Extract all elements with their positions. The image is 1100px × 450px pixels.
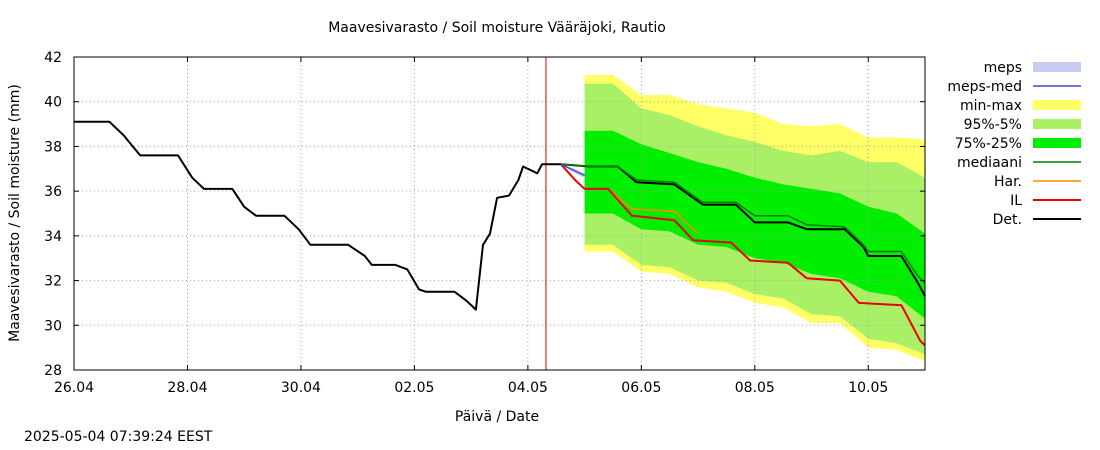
series-line-il [560, 163, 926, 347]
legend-label-95-5: 95%-5% [964, 117, 1022, 133]
legend-swatch-meps [1033, 62, 1081, 72]
series-line-mediaani [560, 163, 926, 284]
legend-label-min-max: min-max [960, 98, 1022, 114]
band-75-25 [584, 130, 925, 319]
legend-label-il: IL [1010, 193, 1022, 209]
legend-label-det: Det. [993, 212, 1022, 228]
y-tick-label: 28 [44, 363, 62, 379]
series-line-det [74, 120, 926, 311]
legend-swatch-75-25 [1033, 138, 1081, 148]
legend-label-meps-med: meps-med [947, 79, 1022, 95]
legend-label-meps: meps [984, 60, 1022, 76]
legend-label-har: Har. [994, 174, 1022, 190]
x-tick-label: 06.05 [621, 380, 661, 396]
x-tick-label: 04.05 [508, 380, 548, 396]
chart-title: Maavesivarasto / Soil moisture Vääräjoki… [328, 20, 666, 36]
series-line-meps-med [560, 163, 585, 177]
x-axis-label: Päivä / Date [455, 409, 539, 425]
y-axis-label: Maavesivarasto / Soil moisture (mm) [7, 84, 23, 342]
y-tick-label: 30 [44, 318, 62, 334]
y-tick-label: 38 [44, 139, 62, 155]
x-tick-label: 08.05 [735, 380, 775, 396]
legend-swatch-95-5 [1033, 119, 1081, 129]
x-tick-label: 28.04 [167, 380, 207, 396]
x-tick-label: 30.04 [281, 380, 321, 396]
series-lines [74, 120, 926, 347]
y-tick-label: 42 [44, 50, 62, 66]
y-tick-label: 34 [44, 229, 62, 245]
y-tick-label: 40 [44, 95, 62, 111]
y-tick-label: 32 [44, 274, 62, 290]
plot-frame [73, 56, 926, 371]
legend-label-mediaani: mediaani [957, 155, 1022, 171]
y-tick-label: 36 [44, 184, 62, 200]
grid-lines [74, 57, 925, 370]
x-tick-label: 10.05 [848, 380, 888, 396]
y-axis: 28 30 32 34 36 38 40 42 [44, 50, 925, 379]
x-axis: 26.04 28.04 30.04 02.05 04.05 06.05 08.05 10.05 [54, 57, 888, 396]
legend-swatch-min-max [1033, 100, 1081, 110]
x-tick-label: 02.05 [394, 380, 434, 396]
x-tick-label: 26.04 [54, 380, 94, 396]
generated-timestamp: 2025-05-04 07:39:24 EEST [24, 429, 213, 445]
forecast-bands [561, 74, 925, 362]
legend-label-75-25: 75%-25% [955, 136, 1022, 152]
legend: meps meps-med min-max 95%-5% 75%-25% mediaani… [947, 60, 1081, 228]
